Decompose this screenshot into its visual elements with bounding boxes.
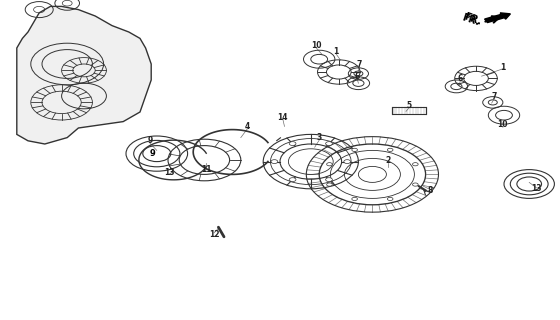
- Text: 7: 7: [357, 60, 362, 68]
- Circle shape: [326, 163, 332, 166]
- Text: 4: 4: [245, 122, 250, 131]
- Text: 3: 3: [316, 133, 322, 142]
- Text: 8: 8: [427, 186, 433, 195]
- Circle shape: [289, 142, 296, 146]
- Text: 2: 2: [385, 156, 390, 164]
- Text: 9: 9: [150, 149, 155, 158]
- Text: 7: 7: [491, 92, 497, 101]
- Circle shape: [352, 148, 357, 151]
- Text: 13: 13: [531, 184, 542, 193]
- Circle shape: [325, 142, 333, 146]
- Circle shape: [388, 197, 393, 201]
- Text: 1: 1: [333, 47, 339, 56]
- Text: 10: 10: [311, 41, 321, 50]
- Text: 6: 6: [354, 72, 360, 81]
- Circle shape: [344, 160, 351, 164]
- PathPatch shape: [17, 6, 151, 144]
- Text: 6: 6: [458, 74, 463, 83]
- Text: 9: 9: [147, 136, 153, 145]
- Text: 11: 11: [201, 165, 211, 174]
- Circle shape: [325, 178, 333, 181]
- Text: 5: 5: [406, 101, 412, 110]
- Circle shape: [289, 178, 296, 181]
- Text: 12: 12: [209, 230, 219, 239]
- Circle shape: [413, 163, 418, 166]
- Text: FR.: FR.: [460, 12, 480, 28]
- Circle shape: [352, 197, 357, 201]
- Text: FR.: FR.: [463, 12, 483, 27]
- FancyArrow shape: [484, 13, 510, 22]
- Text: 13: 13: [164, 168, 174, 177]
- Text: 14: 14: [278, 113, 288, 122]
- Text: 10: 10: [498, 120, 508, 129]
- Circle shape: [413, 183, 418, 186]
- Bar: [392, 107, 426, 114]
- Circle shape: [388, 148, 393, 151]
- Text: 1: 1: [500, 63, 506, 72]
- Circle shape: [326, 183, 332, 186]
- Circle shape: [271, 160, 278, 164]
